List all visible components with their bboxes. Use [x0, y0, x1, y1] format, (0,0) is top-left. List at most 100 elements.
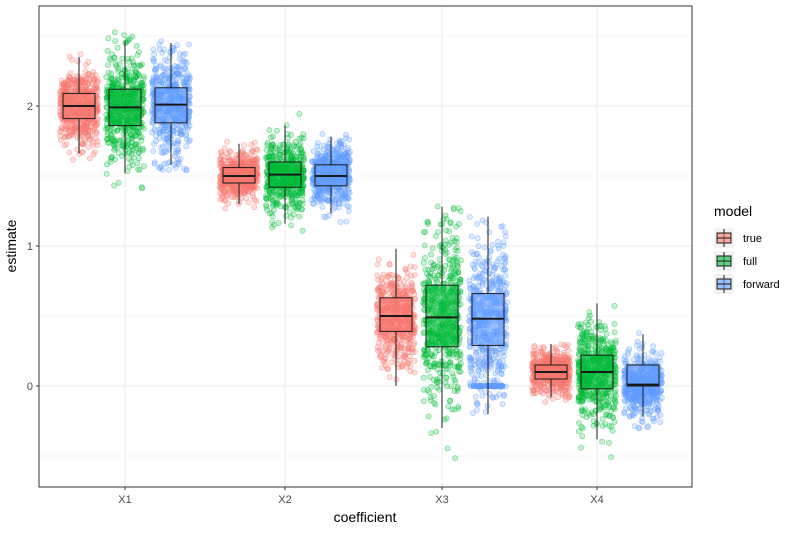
jitter-point [444, 347, 451, 354]
jitter-point [407, 263, 414, 270]
jitter-point [384, 336, 391, 343]
jitter-point [386, 261, 393, 268]
jitter-point [112, 38, 119, 44]
jitter-point [137, 62, 143, 69]
jitter-point [227, 148, 233, 155]
jitter-point [91, 149, 98, 155]
jitter-point [452, 455, 459, 462]
jitter-point [156, 130, 163, 137]
jitter-point [266, 127, 273, 134]
jitter-point [133, 43, 140, 49]
jitter-point [150, 58, 157, 65]
jitter-point [431, 393, 437, 399]
jitter-point [420, 386, 427, 393]
jitter-point [561, 349, 567, 356]
jitter-point [149, 129, 155, 136]
jitter-point [600, 335, 607, 342]
jitter-point [130, 59, 137, 66]
jitter-point [457, 289, 464, 295]
jitter-point [61, 125, 68, 132]
jitter-point [183, 136, 190, 143]
jitter-point [434, 279, 440, 285]
jitter-point [420, 260, 427, 266]
jitter-point [264, 142, 271, 148]
jitter-point [104, 48, 111, 54]
jitter-point [66, 149, 73, 156]
jitter-point [157, 63, 164, 70]
jitter-point [599, 416, 606, 422]
jitter-point [85, 144, 92, 150]
jitter-point [452, 247, 459, 253]
jitter-point [558, 357, 565, 364]
jitter-point [557, 382, 563, 389]
jitter-point [433, 428, 440, 435]
jitter-point [420, 374, 427, 381]
jitter-point [267, 196, 274, 202]
jitter-point [433, 348, 439, 355]
jitter-point [578, 408, 585, 414]
jitter-point [186, 93, 193, 100]
jitter-point [600, 347, 606, 354]
jitter-point [427, 251, 434, 258]
jitter-point [218, 148, 224, 155]
jitter-point [446, 353, 452, 360]
jitter-point [583, 342, 589, 349]
jitter-point [443, 249, 450, 256]
jitter-point [451, 406, 458, 413]
jitter-point [291, 143, 298, 150]
jitter-point [268, 190, 275, 197]
jitter-point [553, 358, 560, 364]
jitter-point [290, 211, 297, 218]
jitter-point [163, 128, 170, 135]
jitter-point [374, 302, 380, 309]
jitter-point [421, 346, 428, 353]
jitter-point [68, 87, 75, 94]
jitter-point [57, 133, 64, 140]
jitter-point [74, 72, 80, 79]
jitter-point [149, 120, 156, 127]
jitter-point [109, 81, 116, 88]
jitter-point [432, 233, 439, 240]
jitter-point [296, 135, 303, 142]
jitter-point [90, 76, 96, 83]
jitter-point [158, 124, 164, 131]
jitter-point [599, 394, 606, 401]
jitter-point [447, 239, 454, 246]
jitter-point [94, 142, 101, 148]
jitter-point [603, 331, 610, 337]
jitter-point [135, 166, 141, 173]
jitter-point [288, 156, 295, 163]
jitter-point [611, 302, 618, 309]
jitter-point [421, 242, 428, 249]
jitter-point [107, 131, 114, 138]
jitter-point [104, 136, 111, 143]
jitter-point [93, 130, 100, 137]
jitter-point [138, 184, 145, 191]
jitter-point [103, 74, 110, 80]
jitter-point [158, 38, 165, 44]
jitter-point [396, 357, 403, 364]
jitter-point [398, 363, 405, 370]
jitter-point [442, 241, 449, 248]
jitter-point [103, 170, 110, 177]
jitter-point [443, 227, 449, 234]
jitter-point [424, 367, 431, 373]
jitter-point [284, 190, 291, 196]
jitter-point [453, 347, 460, 354]
jitter-point [532, 350, 538, 357]
jitter-point [578, 444, 584, 451]
jitter-point [296, 200, 303, 207]
jitter-point [249, 148, 256, 155]
jitter-point [612, 366, 619, 373]
jitter-point [156, 46, 163, 53]
jitter-point [180, 71, 187, 77]
jitter-point [134, 52, 141, 58]
jitter-point [77, 51, 84, 58]
jitter-point [85, 59, 92, 65]
jitter-point [429, 245, 436, 252]
jitter-point [224, 138, 231, 145]
jitter-point [454, 385, 461, 392]
jitter-point [263, 153, 270, 160]
jitter-point [66, 53, 73, 60]
jitter-point [392, 336, 399, 342]
